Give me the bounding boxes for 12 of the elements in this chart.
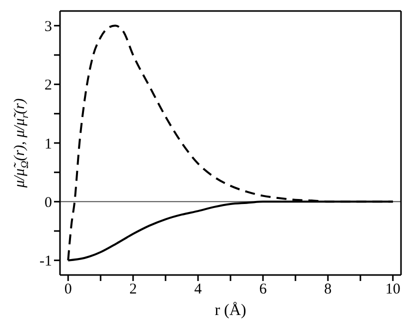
y-tick-label: 1 xyxy=(44,136,52,152)
y-tick-label: 3 xyxy=(44,18,52,35)
y-tick-label: 2 xyxy=(44,78,52,94)
x-tick-label: 4 xyxy=(194,282,202,298)
x-axis-title: r (Å) xyxy=(214,301,246,319)
y-tick-label: 0 xyxy=(44,194,52,211)
x-tick-label: 0 xyxy=(64,282,72,298)
x-tick-label: 10 xyxy=(385,282,400,298)
y-tick-label: -1 xyxy=(40,254,52,270)
x-tick-label: 2 xyxy=(129,282,137,298)
x-tick-label: 8 xyxy=(324,282,332,298)
x-tick-label: 6 xyxy=(259,282,268,298)
